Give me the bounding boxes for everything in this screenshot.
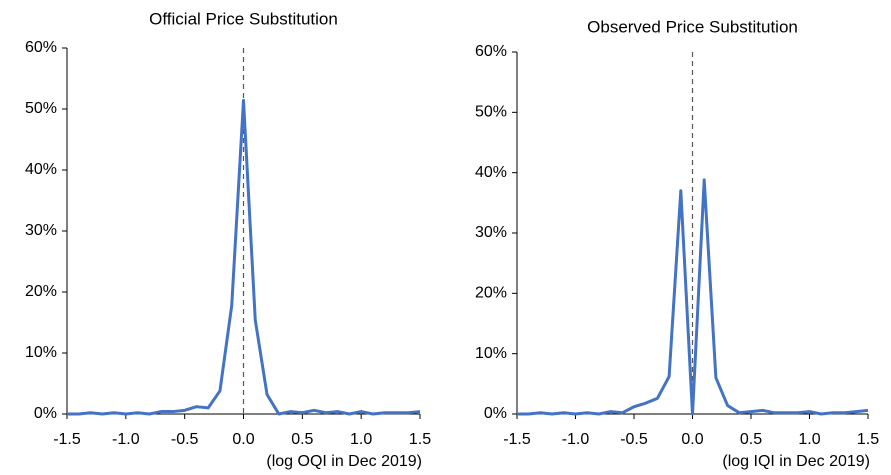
x-tick-label: 0.0: [232, 431, 254, 448]
chart-title: Official Price Substitution: [149, 9, 338, 28]
y-tick-label: 40%: [25, 161, 57, 178]
y-tick-label: 0%: [34, 405, 57, 422]
x-tick-label: -0.5: [620, 431, 648, 448]
data-line: [517, 178, 869, 416]
x-tick-label: 1.0: [350, 431, 372, 448]
chart-title: Observed Price Substitution: [587, 17, 798, 36]
y-tick-label: 50%: [25, 100, 57, 117]
y-tick-label: 50%: [475, 104, 507, 121]
y-tick-label: 10%: [25, 344, 57, 361]
y-tick-label: 30%: [25, 222, 57, 239]
data-line: [67, 98, 421, 416]
y-tick-label: 30%: [475, 224, 507, 241]
y-tick-label: 40%: [475, 164, 507, 181]
x-tick-label: 0.5: [291, 431, 313, 448]
y-tick-label: 0%: [484, 405, 507, 422]
x-tick-label: 0.5: [740, 431, 762, 448]
x-tick-label: -1.0: [562, 431, 590, 448]
x-tick-label: 0.0: [681, 431, 703, 448]
x-tick-label: 1.5: [857, 431, 879, 448]
x-tick-label: -1.5: [53, 431, 81, 448]
x-axis-label: (log IQI in Dec 2019): [722, 453, 870, 470]
y-tick-label: 60%: [475, 43, 507, 60]
y-tick-label: 20%: [475, 285, 507, 302]
x-tick-label: 1.0: [798, 431, 820, 448]
y-tick-label: 10%: [475, 345, 507, 362]
x-tick-label: -1.0: [112, 431, 140, 448]
y-tick-label: 60%: [25, 39, 57, 56]
y-tick-label: 20%: [25, 283, 57, 300]
x-tick-label: 1.5: [409, 431, 431, 448]
x-tick-label: -0.5: [171, 431, 199, 448]
x-axis-label: (log OQI in Dec 2019): [266, 453, 422, 470]
x-tick-label: -1.5: [503, 431, 531, 448]
